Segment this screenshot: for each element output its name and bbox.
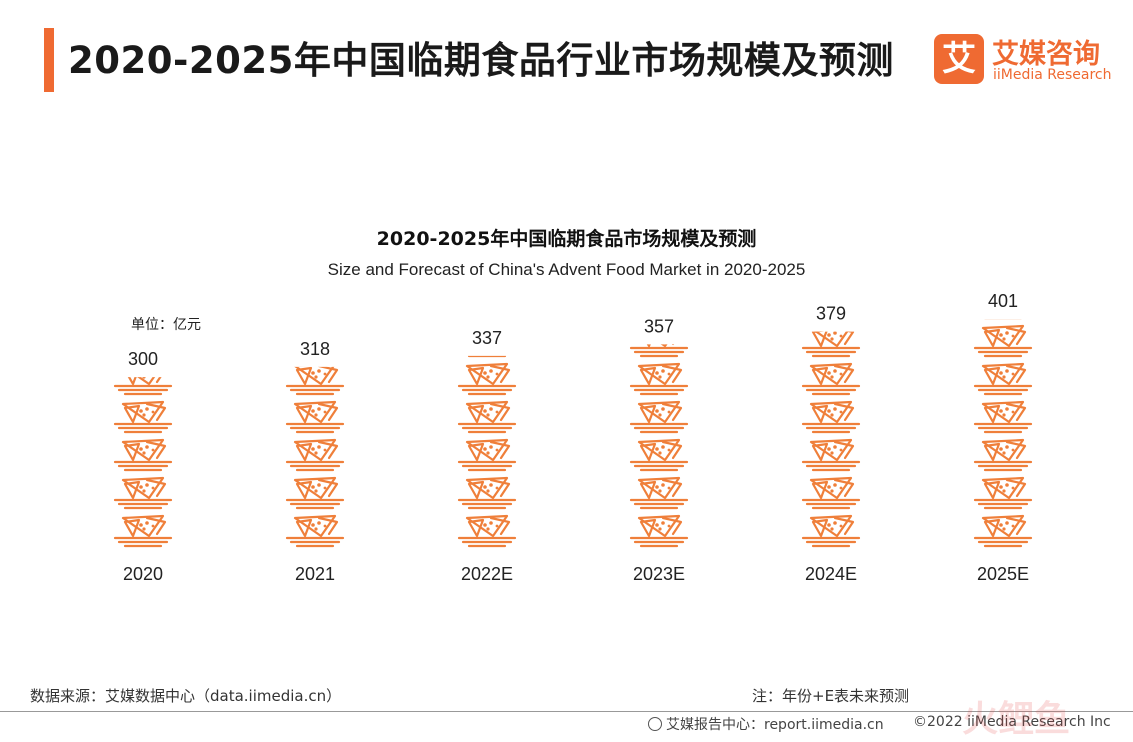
data-label: 300 [128,349,158,369]
plate-icon [801,400,861,434]
page-title: 2020-2025年中国临期食品行业市场规模及预测 [68,39,894,82]
logo-mark-glyph: 艾 [942,39,976,79]
category-label: 2023E [633,564,685,584]
category-label: 2020 [123,564,163,584]
logo-text-cn: 艾媒咨询 [992,39,1100,70]
data-label: 379 [816,304,846,324]
plate-icon [113,400,173,434]
plate-icon [457,514,517,548]
bar-2020: 300 2020 [113,349,173,584]
plate-icon [113,476,173,510]
chart-title: 2020-2025年中国临期食品市场规模及预测 [376,228,757,250]
chart-subtitle: Size and Forecast of China's Advent Food… [327,260,806,279]
category-label: 2025E [977,564,1029,584]
footer-divider [0,711,1133,712]
plate-icon [285,476,345,510]
bar-2023E: 357 2023E [629,288,689,584]
report-center-link[interactable]: 艾媒报告中心：report.iimedia.cn [648,714,884,734]
plate-icon [629,476,689,510]
data-label: 401 [988,291,1018,311]
data-source: 数据来源：艾媒数据中心（data.iimedia.cn） [30,687,342,705]
forecast-note: 注：年份+E表未来预测 [752,687,910,705]
iimedia-logo: 艾 艾媒咨询 iiMedia Research [934,34,1114,86]
plate-icon [801,476,861,510]
bar-2022E: 337 2022E [457,288,517,584]
data-label: 357 [644,316,674,336]
plate-icon [629,362,689,396]
plate-icon [113,514,173,548]
data-label: 318 [300,339,330,359]
plate-icon [467,355,507,358]
bar-2025E: 401 2025E [973,250,1033,584]
data-label: 337 [472,328,502,348]
plate-icon [973,514,1033,548]
plate-icon [801,514,861,548]
plate-icon [631,288,687,318]
copyright: ©2022 iiMedia Research Inc [913,714,1111,730]
globe-icon [648,717,662,731]
plate-icon [973,438,1033,472]
plate-icon [457,476,517,510]
plate-icon [285,514,345,548]
logo-text-en: iiMedia Research [993,67,1112,83]
plate-icon [629,514,689,548]
watermark: 火鲤鱼 [962,699,1071,740]
plate-icon [459,288,515,318]
plate-icon [457,400,517,434]
plate-icon [629,438,689,472]
plate-icon [629,344,689,358]
report-center-text: 艾媒报告中心：report.iimedia.cn [666,717,884,733]
plate-icon [285,400,345,434]
plate-icon [973,362,1033,396]
plate-icon [629,400,689,434]
plate-icon [457,438,517,472]
plate-icon [801,362,861,396]
plate-icon [973,324,1033,358]
category-label: 2022E [461,564,513,584]
category-label: 2024E [805,564,857,584]
bar-2021: 318 2021 [285,339,345,584]
logo-mark: 艾 [934,34,984,84]
plate-icon [973,476,1033,510]
plate-icon [285,438,345,472]
plate-icon [801,331,861,358]
plate-icon [457,362,517,396]
bar-2024E: 379 2024E [801,304,861,584]
plate-icon [801,438,861,472]
category-label: 2021 [295,564,335,584]
plate-icon [973,400,1033,434]
plate-icon [975,250,1031,280]
unit-label: 单位：亿元 [131,317,201,333]
plate-icon [285,366,345,396]
plate-icon [113,438,173,472]
plate-icon [113,377,173,396]
title-accent-bar [44,28,54,92]
